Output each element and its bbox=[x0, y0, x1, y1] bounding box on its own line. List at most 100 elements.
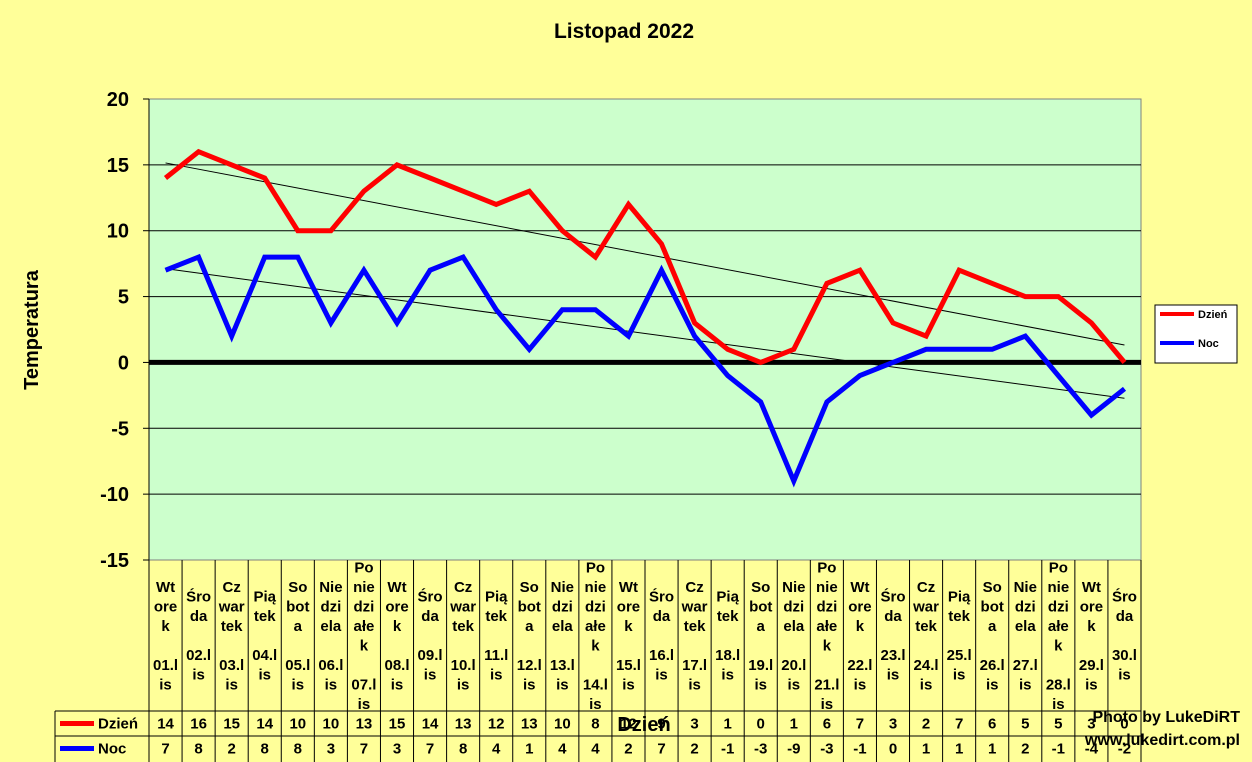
x-category-label: Wt bbox=[619, 579, 638, 596]
x-category-label: da bbox=[1116, 608, 1134, 625]
table-cell: 1 bbox=[988, 741, 996, 758]
y-tick-label: 5 bbox=[118, 287, 129, 309]
x-category-label: bot bbox=[518, 598, 541, 615]
x-category-label: 05.l bbox=[285, 657, 310, 674]
table-cell: 0 bbox=[1120, 716, 1128, 733]
x-category-label: Śro bbox=[880, 588, 905, 606]
x-category-label: ore bbox=[1080, 598, 1103, 615]
x-category-label: Wt bbox=[850, 579, 869, 596]
table-cell: 6 bbox=[988, 716, 996, 733]
x-category-label: Nie bbox=[319, 579, 342, 596]
x-category-label: Cz bbox=[222, 579, 240, 596]
table-cell: 10 bbox=[554, 716, 571, 733]
x-category-label: ałe bbox=[585, 618, 606, 635]
table-series-name: Dzień bbox=[98, 716, 138, 733]
x-category-label: 12.l bbox=[517, 657, 542, 674]
table-cell: 1 bbox=[955, 741, 963, 758]
table-cell: 13 bbox=[455, 716, 472, 733]
x-category-label: dzi bbox=[816, 598, 837, 615]
x-category-label: k bbox=[1054, 637, 1063, 654]
x-category-label: is bbox=[688, 676, 701, 693]
table-cell: 3 bbox=[327, 741, 335, 758]
x-category-label: nie bbox=[816, 579, 838, 596]
table-cell: 4 bbox=[591, 741, 600, 758]
x-category-label: is bbox=[821, 696, 834, 713]
x-category-label: So bbox=[983, 579, 1002, 596]
x-category-label: war bbox=[912, 598, 939, 615]
table-cell: 1 bbox=[790, 716, 798, 733]
x-category-label: So bbox=[751, 579, 770, 596]
x-category-label: da bbox=[884, 608, 902, 625]
x-category-label: 04.l bbox=[252, 647, 277, 664]
table-cell: 9 bbox=[657, 716, 665, 733]
x-category-label: dzi bbox=[354, 598, 375, 615]
x-category-label: 08.l bbox=[384, 657, 409, 674]
table-cell: 14 bbox=[422, 716, 439, 733]
x-category-label: a bbox=[757, 618, 766, 635]
x-category-label: k bbox=[161, 618, 170, 635]
table-cell: 7 bbox=[657, 741, 665, 758]
x-category-label: is bbox=[920, 676, 933, 693]
x-category-label: Śro bbox=[418, 588, 443, 606]
x-category-label: ore bbox=[385, 598, 408, 615]
table-cell: 8 bbox=[261, 741, 269, 758]
x-category-label: 07.l bbox=[351, 676, 376, 693]
x-category-label: war bbox=[681, 598, 708, 615]
x-category-label: 15.l bbox=[616, 657, 641, 674]
y-tick-label: -15 bbox=[100, 550, 129, 572]
table-cell: 13 bbox=[521, 716, 538, 733]
x-category-label: a bbox=[525, 618, 534, 635]
x-category-label: a bbox=[294, 618, 303, 635]
x-axis-label: Dzień bbox=[617, 714, 670, 736]
x-category-label: ałe bbox=[816, 618, 837, 635]
table-cell: 15 bbox=[223, 716, 240, 733]
x-category-label: is bbox=[986, 676, 999, 693]
table-cell: 12 bbox=[488, 716, 505, 733]
plot-area: 20 15 10 5 0 -5 -10 -15 bbox=[100, 89, 1142, 572]
x-category-label: is bbox=[391, 676, 404, 693]
x-category-label: 23.l bbox=[880, 647, 905, 664]
table-cell: 1 bbox=[525, 741, 533, 758]
x-category-label: is bbox=[292, 676, 305, 693]
x-category-label: dzi bbox=[1015, 598, 1036, 615]
x-category-label: Nie bbox=[782, 579, 805, 596]
x-category-label: 02.l bbox=[186, 647, 211, 664]
x-category-label: Wt bbox=[156, 579, 175, 596]
x-category-label: 20.l bbox=[781, 657, 806, 674]
x-category-label: Cz bbox=[917, 579, 935, 596]
x-category-label: So bbox=[520, 579, 539, 596]
table-cell: 10 bbox=[323, 716, 340, 733]
x-category-label: So bbox=[288, 579, 307, 596]
legend: Dzień Noc bbox=[1154, 304, 1238, 364]
x-category-label: dzi bbox=[783, 598, 804, 615]
legend-label: Noc bbox=[1198, 338, 1219, 350]
x-category-label: is bbox=[258, 667, 271, 684]
y-tick-label: -5 bbox=[111, 418, 129, 440]
x-category-label: 11.l bbox=[484, 647, 508, 664]
x-category-label: is bbox=[556, 676, 569, 693]
y-tick-label: 20 bbox=[107, 89, 129, 111]
table-cell: 15 bbox=[389, 716, 406, 733]
table-cell: 2 bbox=[1021, 741, 1029, 758]
table-cell: 2 bbox=[690, 741, 698, 758]
x-category-label: bot bbox=[749, 598, 772, 615]
table-cell: -1 bbox=[853, 741, 866, 758]
table-cell: 0 bbox=[757, 716, 765, 733]
x-category-label: 24.l bbox=[914, 657, 939, 674]
x-category-label: dzi bbox=[552, 598, 573, 615]
x-category-label: 28.l bbox=[1046, 676, 1071, 693]
table-cell: 6 bbox=[823, 716, 831, 733]
x-category-label: is bbox=[1118, 667, 1131, 684]
x-category-label: nie bbox=[353, 579, 375, 596]
table-cell: 16 bbox=[190, 716, 207, 733]
x-category-label: Nie bbox=[551, 579, 574, 596]
table-cell: 8 bbox=[591, 716, 599, 733]
table-cell: 14 bbox=[256, 716, 273, 733]
x-category-label: 03.l bbox=[219, 657, 244, 674]
table-cell: 5 bbox=[1054, 716, 1062, 733]
x-category-label: ela bbox=[783, 618, 805, 635]
x-category-label: dzi bbox=[320, 598, 341, 615]
x-category-label: is bbox=[721, 667, 734, 684]
plot-background bbox=[148, 98, 1142, 561]
x-category-label: 22.l bbox=[847, 657, 872, 674]
